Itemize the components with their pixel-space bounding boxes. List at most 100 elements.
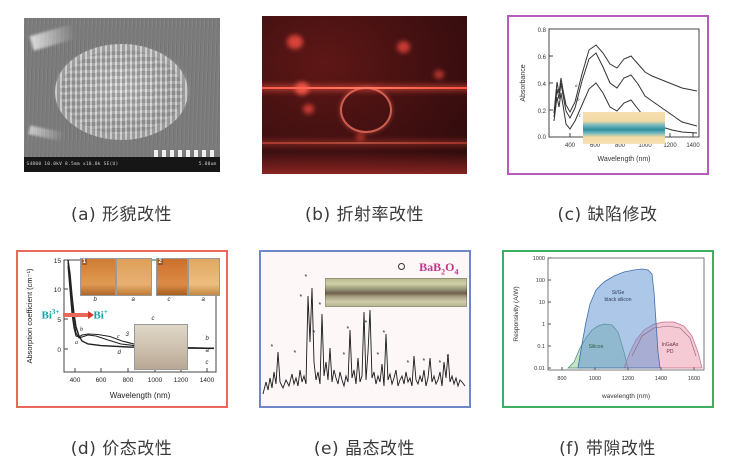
peak-marker-star: * bbox=[446, 354, 450, 361]
svg-text:1400: 1400 bbox=[686, 143, 700, 149]
panel-b bbox=[243, 0, 486, 190]
svg-text:1: 1 bbox=[541, 322, 544, 328]
inset-photo-1-number: 1 bbox=[81, 259, 87, 265]
svg-text:1000: 1000 bbox=[532, 256, 544, 262]
caption-c: (c) 缺陷修改 bbox=[557, 204, 658, 225]
inset-label-a2: a bbox=[201, 297, 205, 303]
reaction-arrow-icon bbox=[63, 310, 95, 319]
peak-marker-star: * bbox=[438, 360, 442, 367]
svg-text:15: 15 bbox=[53, 258, 61, 265]
inset-label-b: b bbox=[93, 297, 97, 303]
open-circle-marker bbox=[397, 263, 405, 270]
panel-d-xlabel: Wavelength (nm) bbox=[109, 391, 170, 400]
svg-text:0.2: 0.2 bbox=[537, 109, 546, 115]
svg-text:10: 10 bbox=[538, 300, 544, 306]
svg-text:1400: 1400 bbox=[654, 376, 666, 382]
svg-text:a: a bbox=[75, 340, 78, 346]
sem-scale-bar bbox=[153, 150, 216, 157]
absorption-coefficient-chart: 15 10 5 0 400 600 800 1000 1200 1400 bbox=[15, 250, 228, 408]
panel-c-xlabel: Wavelength (nm) bbox=[597, 156, 650, 163]
inset-photo-3 bbox=[133, 324, 188, 370]
svg-text:400: 400 bbox=[69, 377, 80, 384]
svg-text:0.4: 0.4 bbox=[537, 82, 546, 88]
sige-black-silicon-area bbox=[577, 268, 660, 369]
peak-marker-star: * bbox=[364, 320, 368, 327]
svg-text:0.0: 0.0 bbox=[537, 135, 546, 141]
svg-text:c: c bbox=[579, 114, 582, 119]
panel-f: 1000 100 10 1 0.1 0.01 800 1000 1200 140… bbox=[486, 234, 729, 424]
svg-text:800: 800 bbox=[614, 143, 625, 149]
panel-c: 0.8 0.6 0.4 0.2 0.0 400 600 800 1000 120… bbox=[486, 0, 729, 190]
panel-c-ylabel: Absorbance bbox=[520, 64, 527, 101]
peak-marker-star: * bbox=[346, 326, 350, 333]
inset-photo-2b bbox=[187, 258, 220, 296]
raman-svg bbox=[262, 287, 465, 395]
panel-a: S4800 10.0kV 8.5mm x10.0k SE(U) 5.00um bbox=[0, 0, 243, 190]
caption-e: (e) 晶态改性 bbox=[313, 439, 416, 459]
panel-d-ylabel: Absorption coefficient (cm⁻¹) bbox=[25, 268, 34, 364]
crystal-sample-inset bbox=[324, 278, 467, 307]
svg-text:b: b bbox=[80, 327, 83, 333]
svg-text:800: 800 bbox=[122, 377, 133, 384]
svg-text:1200: 1200 bbox=[663, 143, 677, 149]
caption-d: (d) 价态改性 bbox=[70, 439, 173, 459]
bi-monovalent-label: Bi+ bbox=[93, 308, 108, 322]
panel-e: BaB2O4 * * * * * * * * * * * * * * * bbox=[243, 234, 486, 424]
panel-d: 15 10 5 0 400 600 800 1000 1200 1400 bbox=[0, 234, 243, 424]
fluorescent-spot bbox=[434, 69, 445, 79]
panel-f-ylabel: Responsivity (A/W) bbox=[513, 286, 520, 341]
inset-photo-1b bbox=[115, 258, 152, 296]
sem-micrograph: S4800 10.0kV 8.5mm x10.0k SE(U) 5.00um bbox=[23, 18, 220, 172]
svg-text:1000: 1000 bbox=[588, 376, 600, 382]
inset-label-3-b: b bbox=[205, 336, 209, 342]
peak-marker-star: * bbox=[312, 330, 316, 337]
raman-spectrum-chart: BaB2O4 * * * * * * * * * * * * * * * bbox=[258, 250, 471, 408]
micro-ring-resonator bbox=[339, 87, 392, 134]
peak-marker-star: * bbox=[382, 330, 386, 337]
svg-text:1400: 1400 bbox=[199, 377, 214, 384]
svg-text:0.1: 0.1 bbox=[537, 344, 545, 350]
svg-text:600: 600 bbox=[589, 143, 600, 149]
inset-label-3-c: c bbox=[151, 316, 155, 322]
waveguide-micrograph bbox=[262, 16, 467, 174]
sem-info-bar: S4800 10.0kV 8.5mm x10.0k SE(U) 5.00um bbox=[23, 157, 220, 172]
svg-text:PD: PD bbox=[666, 349, 673, 355]
svg-text:1000: 1000 bbox=[147, 377, 162, 384]
svg-text:black silicon: black silicon bbox=[604, 297, 631, 303]
svg-text:1000: 1000 bbox=[638, 143, 652, 149]
bottom-glow bbox=[262, 152, 467, 174]
peak-marker-star: * bbox=[293, 350, 297, 357]
svg-text:a: a bbox=[575, 84, 578, 89]
caption-a: (a) 形貌改性 bbox=[70, 204, 173, 225]
svg-text:0.8: 0.8 bbox=[537, 28, 546, 34]
glass-sample-inset bbox=[582, 112, 665, 144]
valence-change-annotation: Bi3+ Bi+ bbox=[42, 308, 108, 322]
inset-label-c: c bbox=[167, 297, 171, 303]
inset-photo-3-number: 3 bbox=[125, 332, 129, 338]
svg-text:Silicon: Silicon bbox=[588, 344, 603, 350]
svg-text:400: 400 bbox=[564, 143, 575, 149]
fluorescent-spot bbox=[286, 34, 303, 49]
inset-label-a1: a bbox=[131, 297, 135, 303]
svg-text:Si/Ge: Si/Ge bbox=[611, 290, 624, 296]
inset-photo-2: 2 bbox=[155, 258, 188, 296]
peak-marker-star: * bbox=[318, 302, 322, 309]
crystal-phase-label: BaB2O4 bbox=[419, 260, 459, 277]
inset-photo-2-number: 2 bbox=[157, 259, 163, 265]
peak-marker-star: * bbox=[270, 344, 274, 351]
inset-label-3-d: d bbox=[117, 350, 121, 356]
responsivity-chart: 1000 100 10 1 0.1 0.01 800 1000 1200 140… bbox=[501, 250, 714, 408]
sem-modified-spot bbox=[54, 44, 189, 140]
sem-info-left: S4800 10.0kV 8.5mm x10.0k SE(U) bbox=[26, 162, 119, 167]
fluorescent-spot bbox=[397, 41, 411, 54]
peak-marker-star: * bbox=[304, 274, 308, 281]
caption-f: (f) 带隙改性 bbox=[559, 439, 656, 459]
peak-marker-star: * bbox=[299, 294, 303, 301]
svg-text:1600: 1600 bbox=[687, 376, 699, 382]
svg-text:600: 600 bbox=[95, 377, 106, 384]
waveguide-line-secondary bbox=[262, 142, 467, 145]
peak-marker-star: * bbox=[406, 360, 410, 367]
sem-info-right: 5.00um bbox=[198, 162, 217, 167]
svg-text:0: 0 bbox=[57, 347, 61, 354]
